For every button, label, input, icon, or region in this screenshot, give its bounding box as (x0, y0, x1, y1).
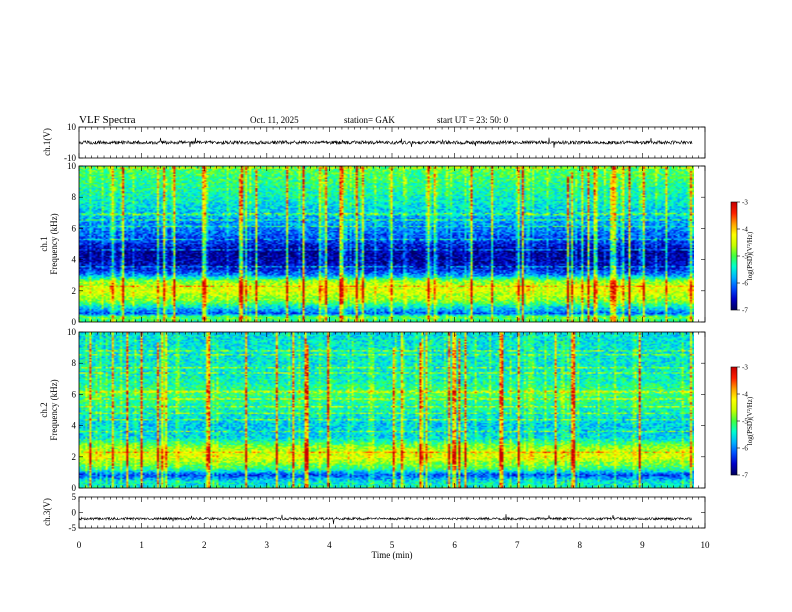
colorbar-tick-label: -6 (742, 280, 748, 288)
ch2-spec-ylabel-channel: ch.2 (39, 402, 49, 417)
y-tick-label: 6 (72, 389, 77, 399)
ch2-spec-ylabel-freq: Frequency (kHz) (49, 379, 59, 440)
ch1-colorbar-label: log(PSD)(V²/Hz) (746, 231, 754, 280)
x-tick-label: 8 (578, 540, 583, 550)
y-tick-label: 2 (72, 452, 77, 462)
ch1-waveform-panel: 10 -10 ch.1(V) (42, 122, 706, 163)
x-tick-label: 6 (452, 540, 457, 550)
x-tick-label: 0 (77, 540, 82, 550)
station-label: station= GAK (344, 115, 395, 125)
y-tick-label: 10 (67, 161, 77, 171)
x-tick-label: 4 (327, 540, 332, 550)
x-tick-label: 5 (390, 540, 395, 550)
x-axis: 0 1 2 3 4 5 6 7 8 9 10 (77, 127, 710, 550)
y-tick-label: 0 (72, 317, 77, 327)
y-tick-label: 8 (72, 192, 77, 202)
y-tick-label: 10 (67, 327, 77, 337)
ch2-spectrogram-image (79, 332, 694, 488)
x-tick-label: 3 (265, 540, 270, 550)
y-tick-label: 5 (72, 492, 77, 502)
x-tick-label: 10 (701, 540, 711, 550)
x-tick-label: 9 (640, 540, 645, 550)
y-tick-label: -5 (69, 523, 77, 533)
ch1-colorbar (731, 202, 737, 310)
y-tick-label: 4 (72, 255, 77, 265)
y-tick-label: 0 (72, 483, 77, 493)
colorbar-tick-label: -4 (742, 391, 748, 399)
colorbar-tick-label: -5 (742, 418, 748, 426)
ch1-spectrogram-image (79, 166, 694, 322)
x-tick-label: 7 (515, 540, 520, 550)
ch3-ylabel: ch.3(V) (42, 498, 52, 526)
x-axis-label: Time (min) (372, 550, 413, 560)
y-tick-label: -10 (64, 153, 76, 163)
ch1-spec-ylabel-channel: ch.1 (39, 236, 49, 251)
colorbar-tick-label: -6 (742, 445, 748, 453)
y-tick-label: 10 (67, 122, 77, 132)
y-tick-label: 6 (72, 223, 77, 233)
colorbar-tick-label: -4 (742, 226, 748, 234)
figure-title: VLF Spectra (79, 114, 136, 126)
colorbar-tick-label: -5 (742, 253, 748, 261)
start-time-label: start UT = 23: 50: 0 (437, 115, 509, 125)
y-tick-label: 4 (72, 421, 77, 431)
colorbar-tick-label: -3 (742, 199, 748, 207)
ch1-spec-ylabel-freq: Frequency (kHz) (49, 213, 59, 274)
x-tick-label: 2 (202, 540, 207, 550)
date-label: Oct. 11, 2025 (250, 115, 299, 125)
colorbar-tick-label: -3 (742, 364, 748, 372)
ch2-colorbar-label: log(PSD)(V²/Hz) (746, 396, 754, 445)
ch3-waveform-panel: 5 0 -5 ch.3(V) (42, 492, 706, 533)
x-tick-label: 1 (139, 540, 144, 550)
colorbar-tick-label: -7 (742, 472, 748, 480)
colorbar-tick-label: -7 (742, 307, 748, 315)
ch3-waveform-trace (78, 514, 693, 525)
ch2-colorbar (731, 367, 737, 475)
y-tick-label: 2 (72, 286, 77, 296)
y-tick-label: 0 (72, 508, 77, 518)
y-tick-label: 8 (72, 358, 77, 368)
ch1-ylabel: ch.1(V) (42, 128, 52, 156)
ch1-waveform-trace (79, 137, 693, 148)
